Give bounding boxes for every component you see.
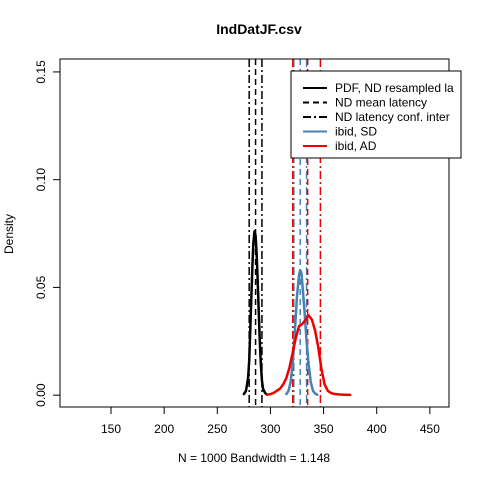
x-tick-label: 450 xyxy=(420,422,440,436)
density-curve-2 xyxy=(266,314,352,397)
legend-label-3: ibid, SD xyxy=(335,125,377,139)
x-tick-label: 250 xyxy=(207,422,227,436)
x-tick-label: 200 xyxy=(154,422,174,436)
y-axis: 0.00 0.05 0.10 0.15 xyxy=(34,60,61,407)
y-tick-label: 0.15 xyxy=(34,60,48,84)
x-axis-label: N = 1000 Bandwidth = 1.148 xyxy=(178,451,330,465)
legend-label-4: ibid, AD xyxy=(335,139,377,153)
x-tick-label: 300 xyxy=(260,422,280,436)
legend-label-0: PDF, ND resampled la xyxy=(335,81,454,95)
x-tick-label: 400 xyxy=(367,422,387,436)
legend-label-1: ND mean latency xyxy=(335,96,427,110)
legend-label-2: ND latency conf. inter xyxy=(335,110,450,124)
x-tick-label: 350 xyxy=(314,422,334,436)
x-axis: 150 200 250 300 350 400 450 xyxy=(101,406,440,436)
x-tick-label: 150 xyxy=(101,422,121,436)
y-axis-label: Density xyxy=(2,214,16,254)
y-tick-label: 0.10 xyxy=(34,168,48,192)
density-curve-0 xyxy=(242,230,269,396)
legend-box xyxy=(290,70,462,159)
density-curves xyxy=(242,230,352,397)
y-tick-label: 0.00 xyxy=(34,383,48,407)
density-curve-1 xyxy=(285,268,319,396)
chart-title: IndDatJF.csv xyxy=(216,21,302,37)
y-tick-label: 0.05 xyxy=(34,275,48,299)
